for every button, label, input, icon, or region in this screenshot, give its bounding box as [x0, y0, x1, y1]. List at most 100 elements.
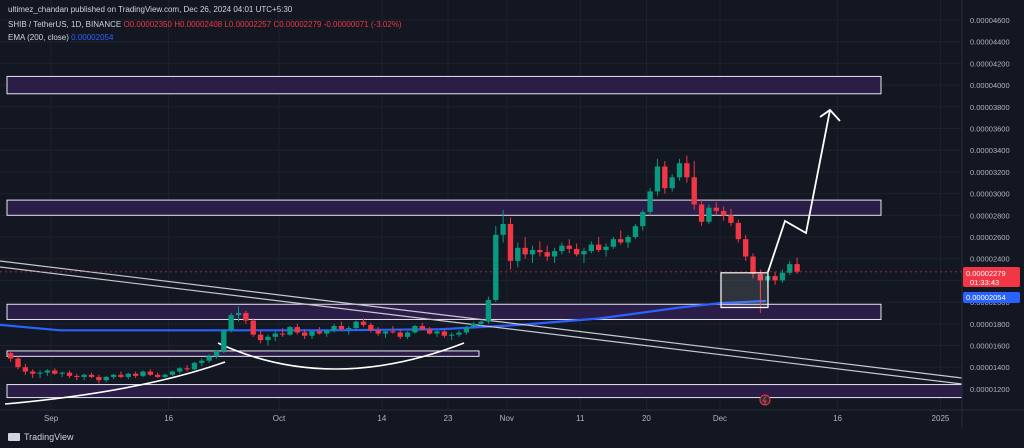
candle: [74, 373, 80, 381]
candle-body: [588, 244, 594, 252]
candle: [125, 372, 131, 380]
y-tick-label: 0.00001800: [970, 320, 1010, 329]
x-tick-label: Nov: [500, 414, 514, 423]
x-tick-label: 16: [833, 414, 842, 423]
candle: [235, 306, 242, 322]
lightning-icon-glyph: [762, 395, 767, 406]
candle: [162, 373, 168, 380]
candle: [44, 369, 51, 376]
candle: [184, 365, 190, 372]
candle: [522, 237, 528, 259]
candles: [8, 155, 800, 384]
zone-box: [6, 384, 963, 399]
zone-box: [6, 75, 882, 95]
candle: [404, 331, 411, 339]
x-tick-label: 14: [377, 414, 386, 423]
candle-body: [647, 191, 653, 213]
candle-body: [720, 210, 727, 216]
candle-body: [581, 251, 587, 255]
last-price-tag-bg: [963, 267, 1020, 287]
candle: [456, 330, 462, 337]
candle-body: [787, 264, 793, 273]
lightning-icon: [759, 394, 771, 406]
candle: [426, 327, 433, 335]
candle-body: [30, 371, 36, 374]
candle-body: [199, 360, 205, 363]
x-tick-label: Sep: [44, 414, 59, 423]
candle-body: [456, 332, 462, 335]
candle: [390, 325, 396, 334]
candle-body: [59, 372, 65, 374]
candle: [419, 322, 425, 331]
candle: [177, 367, 183, 374]
x-tick-label: 16: [164, 414, 173, 423]
x-tick-label: 20: [642, 414, 651, 423]
x-tick-label: Dec: [713, 414, 727, 423]
candle: [279, 328, 286, 337]
candle-body: [8, 353, 14, 359]
candle-body: [228, 315, 234, 331]
x-tick-label: 11: [576, 414, 585, 423]
y-tick-label: 0.00002600: [970, 233, 1010, 242]
candle-body: [265, 336, 271, 341]
y-tick-label: 0.00003600: [970, 125, 1010, 134]
candle: [529, 245, 536, 264]
x-axis: Sep16Oct1423Nov1120Dec1620251322: [0, 409, 1024, 423]
candle: [316, 327, 323, 335]
candle: [96, 374, 102, 384]
candle: [272, 331, 278, 342]
candle: [537, 241, 543, 257]
candle: [103, 375, 109, 383]
y-tick-label: 0.00004400: [970, 38, 1010, 47]
last-price-value: 0.00002279: [966, 269, 1006, 278]
candle: [375, 327, 381, 336]
cup-curve: [217, 342, 465, 370]
candle-body: [221, 330, 227, 351]
candle-body: [449, 334, 455, 336]
candle-body: [610, 239, 617, 247]
candle-body: [279, 333, 286, 335]
candle-body: [779, 272, 786, 281]
candle: [8, 350, 14, 362]
candle: [37, 370, 43, 379]
candle-body: [471, 323, 477, 328]
tradingview-logo-icon: [8, 433, 20, 441]
candle: [720, 206, 727, 221]
candle-body: [184, 368, 190, 370]
candle: [706, 204, 712, 224]
candle-body: [338, 325, 345, 330]
projection-path: [767, 109, 831, 273]
ema-path: [0, 299, 767, 332]
candle: [287, 325, 293, 336]
candle: [743, 234, 749, 261]
candle-body: [250, 320, 256, 335]
candle: [515, 242, 521, 268]
candle: [787, 260, 793, 275]
ema-price-tag-bg: [963, 292, 1020, 303]
candle-body: [757, 273, 764, 281]
zone-box: [6, 303, 882, 320]
candle-body: [750, 256, 756, 274]
candle-body: [618, 239, 624, 243]
candle-body: [515, 247, 521, 261]
footer-brand: TradingView: [8, 432, 74, 442]
candle-body: [177, 368, 183, 372]
candle: [257, 330, 264, 344]
candle: [772, 271, 778, 285]
candle: [434, 330, 440, 337]
candle-body: [632, 226, 639, 237]
candle-body: [37, 372, 43, 374]
candle-body: [522, 247, 528, 255]
last-price-timer: 01:33:43: [970, 278, 999, 287]
candle-body: [706, 207, 712, 222]
candle: [169, 370, 176, 376]
candle-body: [309, 331, 315, 336]
candle-body: [110, 374, 117, 377]
y-tick-label: 0.00002400: [970, 255, 1010, 264]
lightning-icon-bg: [759, 394, 771, 406]
candle: [382, 330, 389, 338]
descending-trendline: [0, 260, 963, 379]
candle-body: [287, 327, 293, 335]
candle: [88, 372, 95, 379]
